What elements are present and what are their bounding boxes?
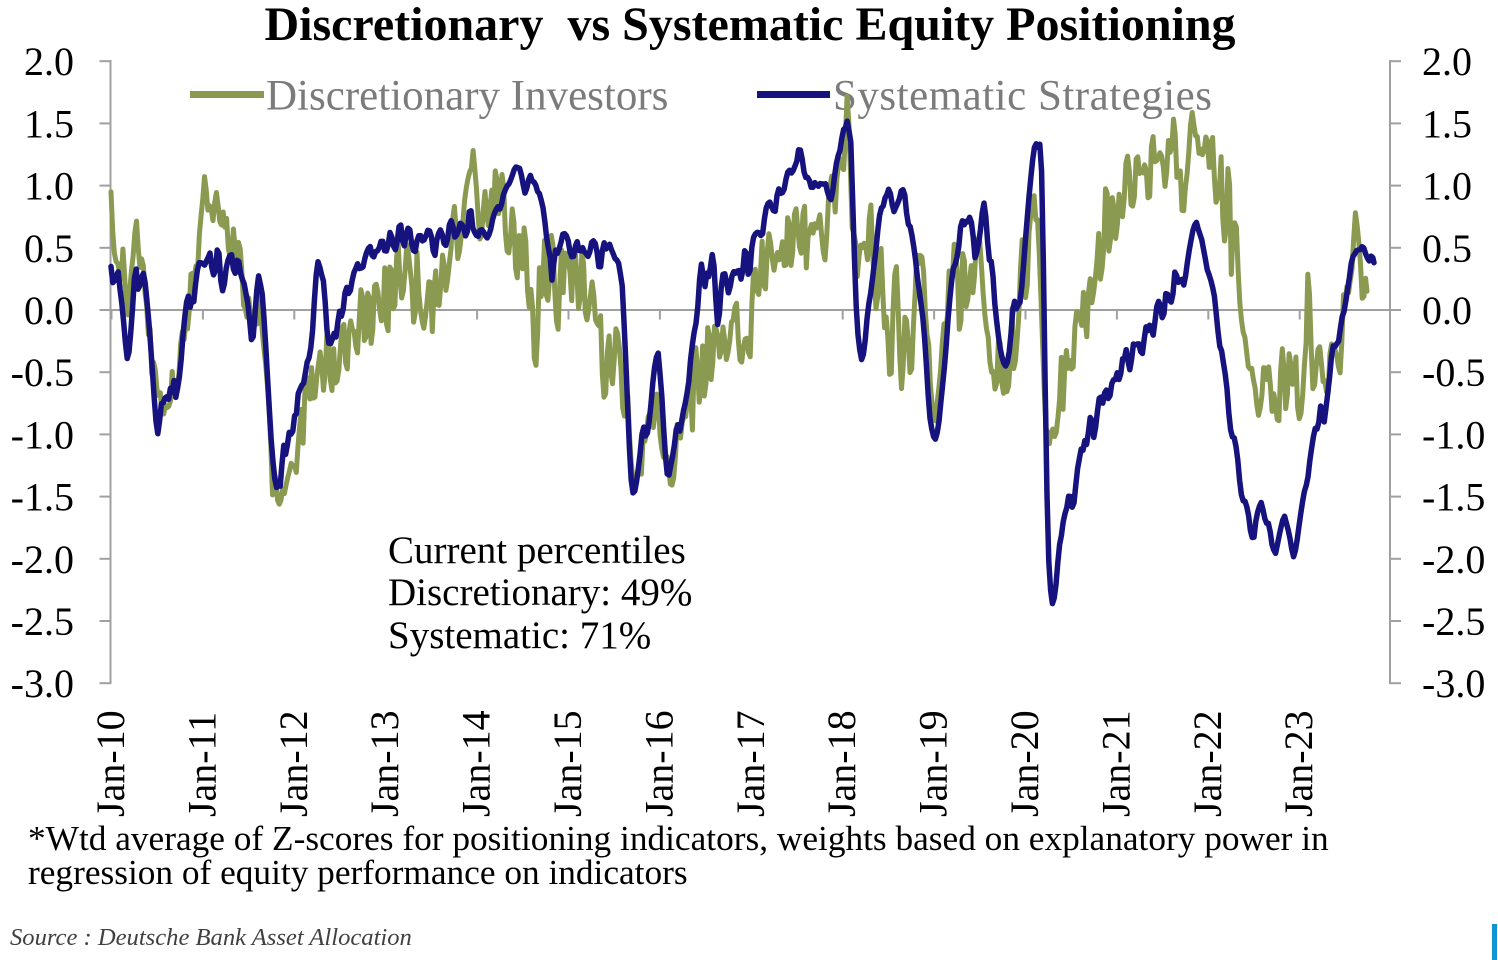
- svg-text:Discretionary: 49%: Discretionary: 49%: [388, 571, 692, 614]
- svg-text:0.5: 0.5: [24, 226, 74, 271]
- svg-text:Jan-13: Jan-13: [362, 710, 407, 817]
- svg-text:-0.5: -0.5: [11, 350, 74, 395]
- svg-text:2.0: 2.0: [1422, 39, 1472, 84]
- svg-text:-3.0: -3.0: [11, 661, 74, 706]
- svg-text:Jan-23: Jan-23: [1276, 710, 1321, 817]
- svg-text:-3.0: -3.0: [1422, 661, 1485, 706]
- svg-text:Jan-10: Jan-10: [88, 710, 133, 817]
- svg-text:Systematic: 71%: Systematic: 71%: [388, 614, 651, 657]
- svg-text:Jan-21: Jan-21: [1093, 710, 1138, 817]
- svg-text:Discretionary vs Systematic E: Discretionary vs Systematic Equity Posit…: [264, 0, 1235, 51]
- svg-text:1.0: 1.0: [1422, 164, 1472, 209]
- svg-text:1.0: 1.0: [24, 164, 74, 209]
- svg-text:1.5: 1.5: [24, 101, 74, 146]
- svg-text:-1.0: -1.0: [11, 412, 74, 457]
- svg-text:Jan-11: Jan-11: [179, 712, 224, 817]
- svg-text:-0.5: -0.5: [1422, 350, 1485, 395]
- svg-text:Jan-19: Jan-19: [911, 710, 956, 817]
- svg-text:Jan-15: Jan-15: [545, 710, 590, 817]
- svg-text:-2.0: -2.0: [1422, 537, 1485, 582]
- svg-text:2.0: 2.0: [24, 39, 74, 84]
- svg-text:-1.5: -1.5: [1422, 475, 1485, 520]
- svg-text:regression of equity performan: regression of equity performance on indi…: [28, 853, 688, 892]
- svg-text:Systematic Strategies: Systematic Strategies: [833, 73, 1213, 120]
- svg-text:Jan-18: Jan-18: [819, 710, 864, 817]
- svg-text:Current percentiles: Current percentiles: [388, 529, 686, 572]
- svg-text:Jan-20: Jan-20: [1002, 710, 1047, 817]
- svg-text:Source : Deutsche Bank Asset A: Source : Deutsche Bank Asset Allocation: [10, 924, 412, 951]
- svg-text:*Wtd average of Z-scores for p: *Wtd average of Z-scores for positioning…: [28, 819, 1329, 858]
- svg-text:Jan-22: Jan-22: [1185, 710, 1230, 817]
- svg-text:-2.0: -2.0: [11, 537, 74, 582]
- svg-text:Jan-16: Jan-16: [636, 710, 681, 817]
- svg-text:-2.5: -2.5: [11, 599, 74, 644]
- svg-text:Jan-17: Jan-17: [728, 710, 773, 817]
- svg-text:0.0: 0.0: [1422, 288, 1472, 333]
- svg-text:Discretionary Investors: Discretionary Investors: [266, 73, 668, 120]
- svg-text:0.5: 0.5: [1422, 226, 1472, 271]
- svg-text:1.5: 1.5: [1422, 101, 1472, 146]
- svg-text:-1.5: -1.5: [11, 475, 74, 520]
- svg-text:-1.0: -1.0: [1422, 412, 1485, 457]
- svg-text:Jan-14: Jan-14: [454, 710, 499, 817]
- svg-text:-2.5: -2.5: [1422, 599, 1485, 644]
- svg-text:0.0: 0.0: [24, 288, 74, 333]
- svg-text:Jan-12: Jan-12: [271, 710, 316, 817]
